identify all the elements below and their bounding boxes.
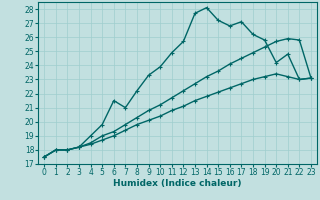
X-axis label: Humidex (Indice chaleur): Humidex (Indice chaleur) [113,179,242,188]
